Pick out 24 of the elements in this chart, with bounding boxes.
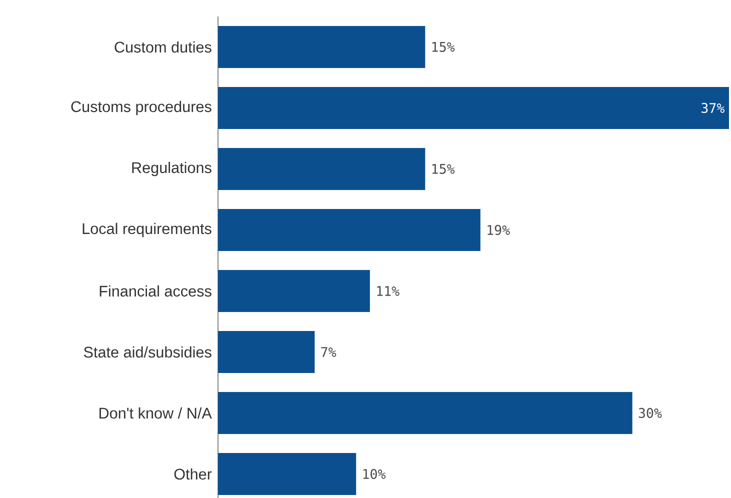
y-tick-label: Other [174,468,212,480]
data-label: 7% [321,347,336,357]
bar [218,148,426,190]
y-tick-label: Custom duties [114,41,212,53]
data-label: 10% [363,468,386,480]
data-label: 37% [702,102,725,114]
bar [218,26,426,68]
bar [218,270,370,312]
y-tick-label: Don't know / N/A [100,407,212,419]
bar [218,452,356,496]
bar [218,86,729,130]
y-tick-label: Customs procedures [71,100,212,116]
bar [218,330,315,374]
data-label: 15% [432,42,455,52]
y-tick-label: State aid/subsidies [84,346,212,358]
data-label: 15% [432,164,455,174]
y-tick-label: Regulations [132,162,212,176]
bar [218,208,480,252]
y-tick-label: Local requirements [82,222,212,238]
bar [218,392,632,434]
y-tick-label: Financial access [100,285,212,297]
data-label: 11% [377,286,400,296]
data-label: 30% [638,408,662,418]
data-label: 19% [488,224,510,236]
